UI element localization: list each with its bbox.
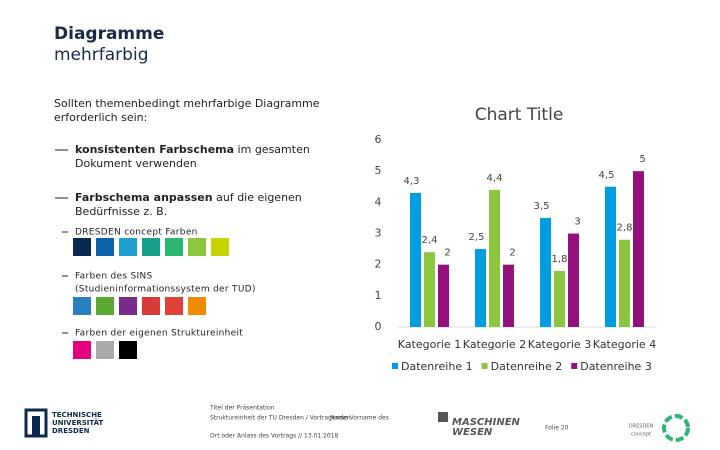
logo-text: concept <box>631 432 651 438</box>
slide-title: Diagramme <box>54 24 164 44</box>
data-label: 5 <box>639 154 645 165</box>
color-swatch <box>188 238 206 256</box>
y-tick-label: 4 <box>375 195 382 208</box>
logo-text: UNIVERSITÄT <box>52 418 103 427</box>
bar <box>633 171 644 327</box>
data-label: 4,3 <box>404 176 420 187</box>
footer-text: Titel der Präsentation <box>209 405 275 412</box>
concept-logo <box>662 414 690 442</box>
legend-label: Datenreihe 2 <box>491 360 563 373</box>
bar <box>438 264 449 327</box>
tud-logo <box>24 408 48 438</box>
logo-text: DRESDEN <box>52 427 90 435</box>
color-swatch <box>165 238 183 256</box>
color-swatch <box>119 238 137 256</box>
data-label: 3 <box>574 217 580 228</box>
fs-logo <box>438 412 448 422</box>
data-label: 2,8 <box>617 223 633 234</box>
legend-label: Datenreihe 3 <box>580 360 652 373</box>
color-swatch <box>73 341 91 359</box>
legend-swatch <box>481 363 488 369</box>
footer-text: Struktureinheit der TU Dresden / Vortrag… <box>210 415 351 422</box>
bullet-text: Farbschema anpassen auf die eigenen <box>75 191 302 204</box>
color-swatch <box>211 238 229 256</box>
y-tick-label: 1 <box>375 289 382 302</box>
bar <box>410 192 421 327</box>
bullet-text: konsistenten Farbschema im gesamten <box>75 143 310 156</box>
bar <box>424 252 435 327</box>
legend-label: Datenreihe 1 <box>401 360 473 373</box>
bar <box>554 270 565 327</box>
data-label: 2,5 <box>469 232 485 243</box>
y-tick-label: 3 <box>375 227 382 240</box>
logo-shape <box>32 416 40 436</box>
y-tick-label: 6 <box>375 133 382 146</box>
bullet-rest: im gesamten <box>238 143 310 156</box>
bullet-bold: Farbschema anpassen <box>75 191 213 204</box>
data-label: 4,5 <box>599 170 615 181</box>
bar <box>619 239 630 327</box>
data-label: 2 <box>509 248 515 259</box>
color-swatch <box>119 297 137 315</box>
color-swatch <box>142 297 160 315</box>
data-label: 1,8 <box>552 254 568 265</box>
palette-label: (Studieninformationssystem der TUD) <box>75 285 256 295</box>
x-tick-label: Kategorie 4 <box>593 338 656 351</box>
x-tick-label: Kategorie 1 <box>398 338 461 351</box>
bar <box>503 264 514 327</box>
data-label: 2,4 <box>422 235 438 246</box>
palette-label: Farben der eigenen Struktureinheit <box>75 329 243 339</box>
palette-label: DRESDEN concept Farben <box>75 228 198 238</box>
footer-text: Name Vorname des <box>330 415 389 422</box>
palette-label: Farben des SINS <box>75 272 153 282</box>
intro: erforderlich sein: <box>54 111 147 124</box>
bar <box>489 189 500 327</box>
logo-text: WESEN <box>452 427 493 438</box>
bar <box>568 233 579 327</box>
data-label: 3,5 <box>534 201 550 212</box>
y-tick-label: 0 <box>375 320 382 333</box>
color-swatch <box>119 341 137 359</box>
color-swatch <box>73 297 91 315</box>
bar <box>605 186 616 327</box>
x-tick-label: Kategorie 3 <box>528 338 591 351</box>
color-swatch <box>96 341 114 359</box>
logo-text: DRESDEN <box>629 424 654 430</box>
bar <box>475 249 486 327</box>
y-tick-label: 2 <box>375 258 382 271</box>
slide-subtitle: mehrfarbig <box>54 45 148 65</box>
logo-text: MASCHINEN <box>452 417 521 428</box>
x-tick-label: Kategorie 2 <box>463 338 526 351</box>
legend-swatch <box>392 363 398 369</box>
bullet-rest: auf die eigenen <box>216 191 302 204</box>
legend-swatch <box>571 363 578 369</box>
bullet-text: Dokument verwenden <box>75 157 197 170</box>
color-swatch <box>73 238 91 256</box>
color-swatch <box>165 297 183 315</box>
footer-text: Ort oder Anlass des Vortrags // 13.01.20… <box>210 433 339 440</box>
data-label: 2 <box>444 248 450 259</box>
bullet-bold: konsistenten Farbschema <box>75 143 234 156</box>
color-swatch <box>188 297 206 315</box>
logo-text: TECHNISCHE <box>52 411 102 419</box>
data-label: 4,4 <box>487 173 503 184</box>
color-swatch <box>142 238 160 256</box>
color-swatch <box>96 238 114 256</box>
intro: Sollten themenbedingt mehrfarbige Diagra… <box>54 97 320 110</box>
color-swatch <box>96 297 114 315</box>
page-number: Folie 20 <box>545 425 569 432</box>
bar <box>540 217 551 327</box>
y-tick-label: 5 <box>375 164 382 177</box>
chart-title: Chart Title <box>475 105 564 125</box>
bullet-text: Bedürfnisse z. B. <box>75 205 167 218</box>
